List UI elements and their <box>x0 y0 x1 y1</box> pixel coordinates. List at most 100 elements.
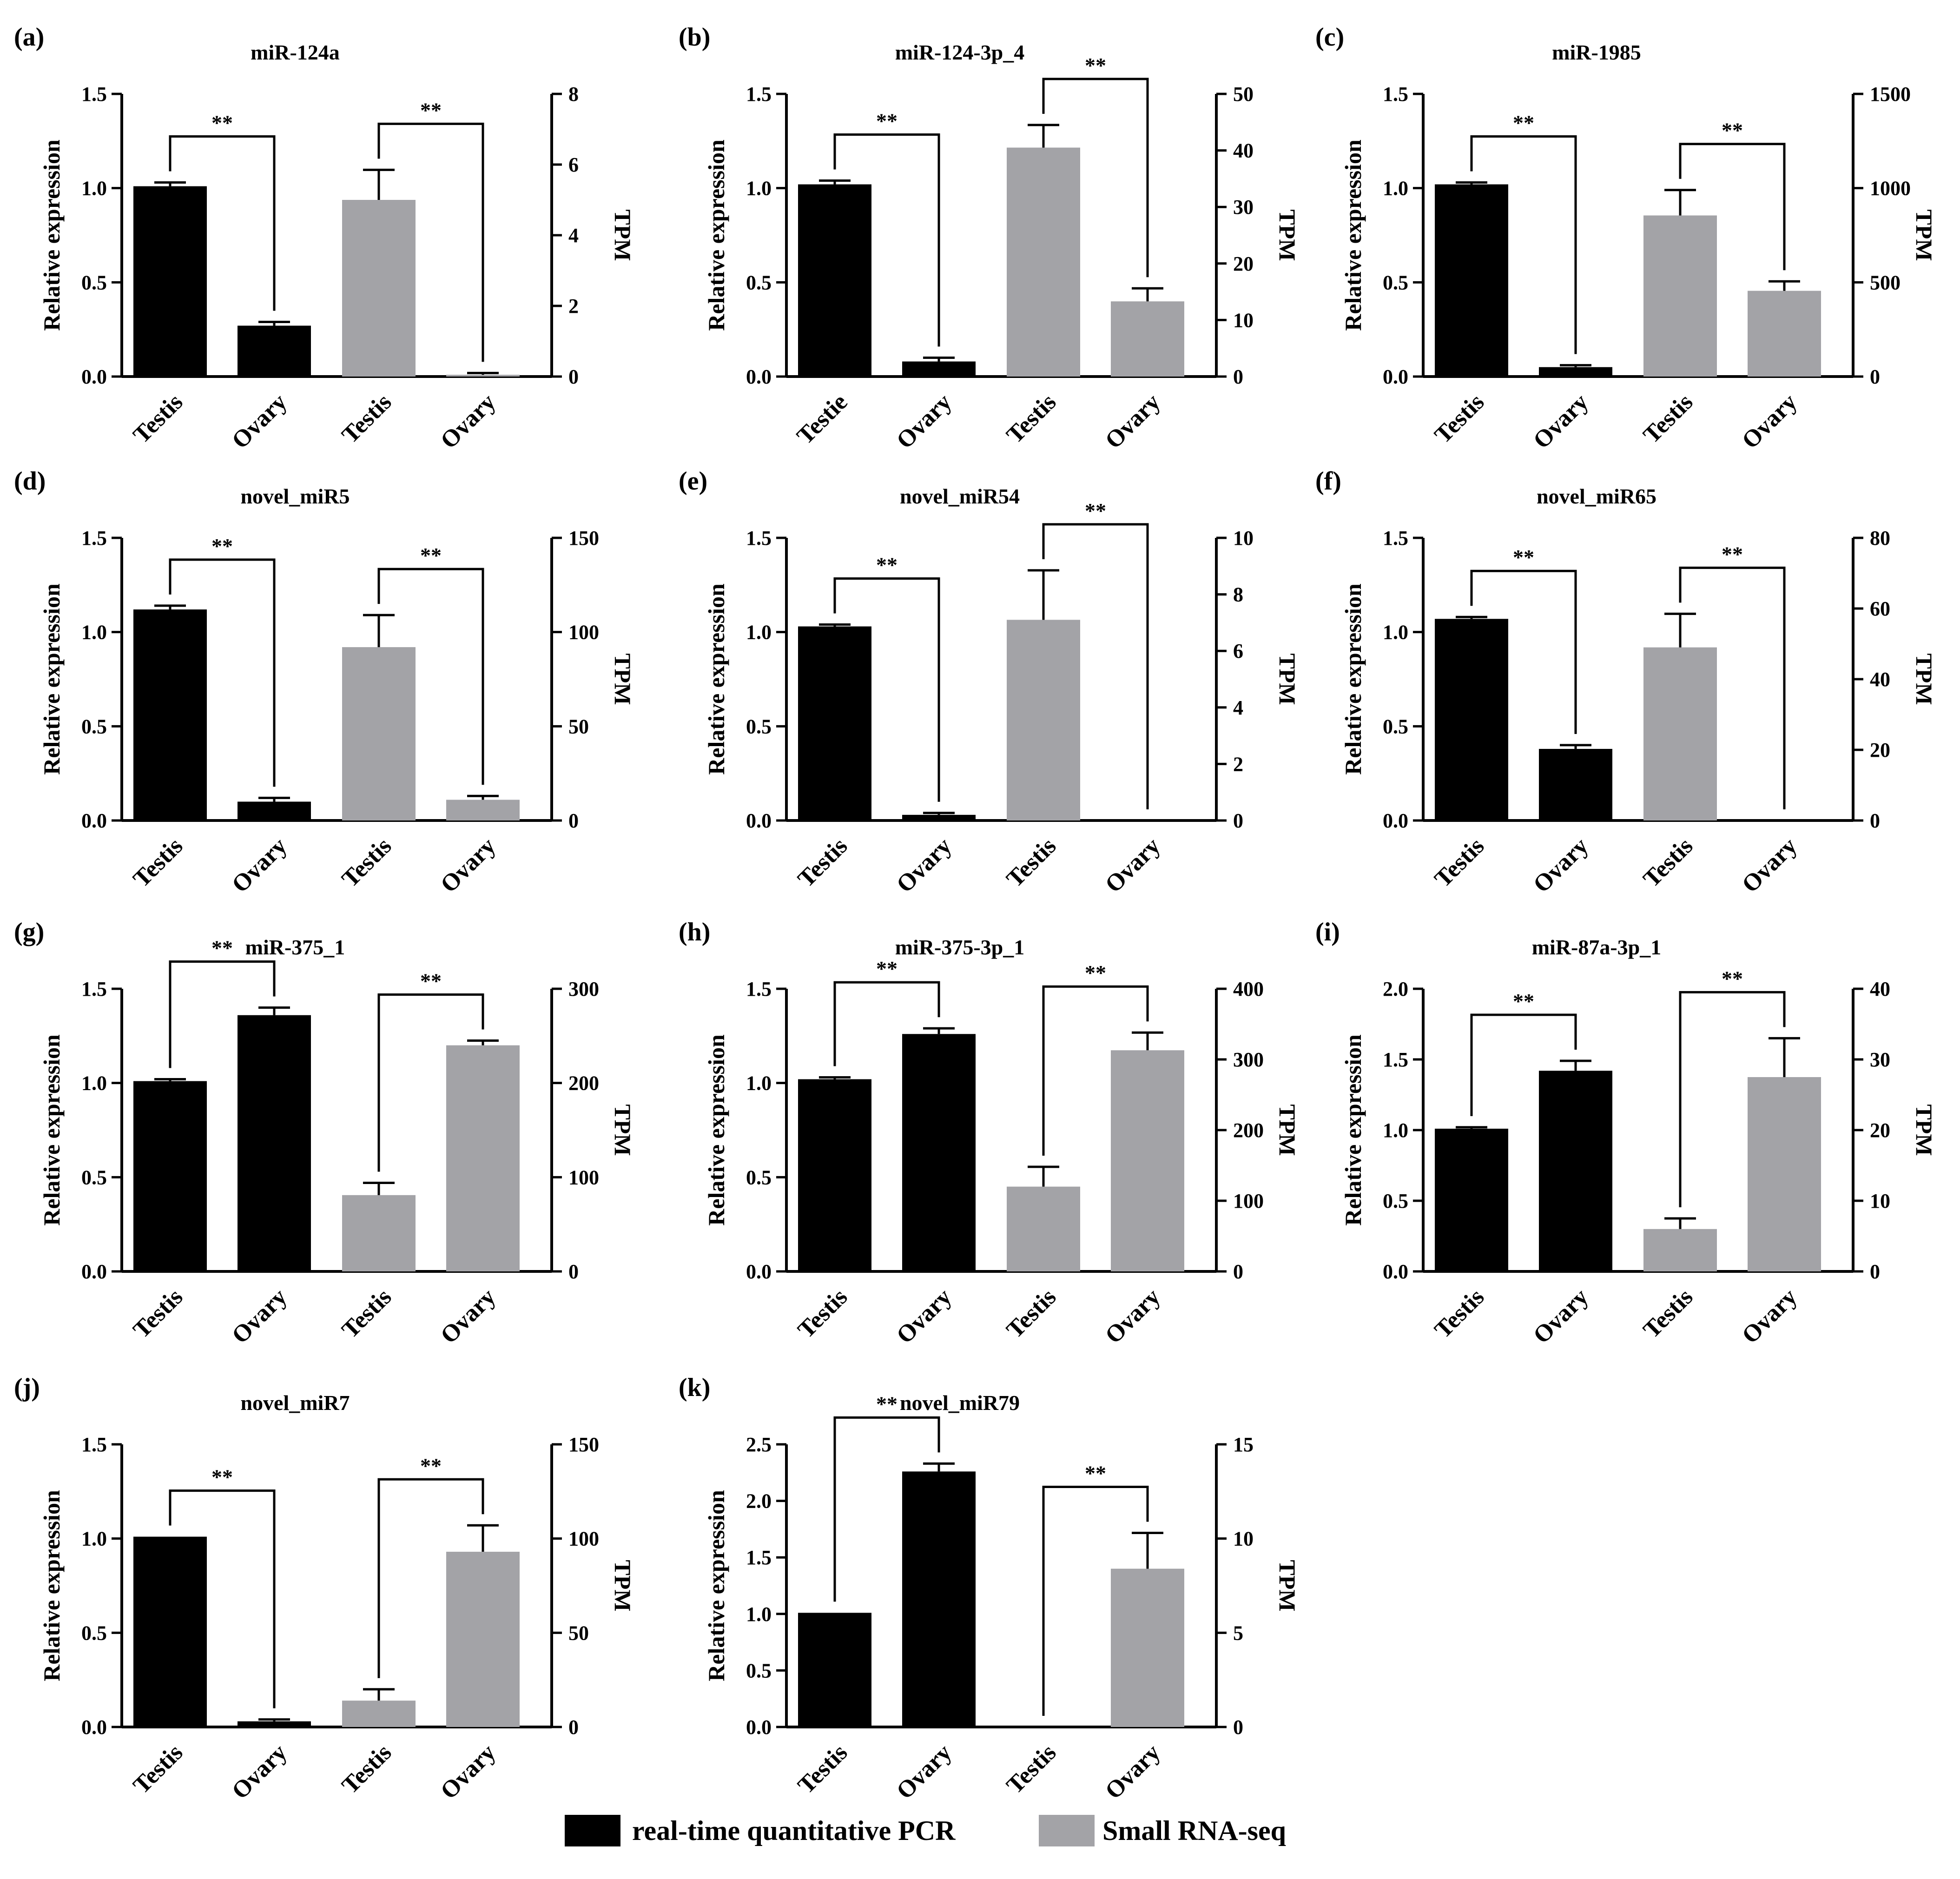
chart-title: novel_miR54 <box>900 484 1020 508</box>
y2-tick-label: 500 <box>1870 271 1901 294</box>
significance-bracket <box>377 993 484 1172</box>
bar-qpcr <box>902 1471 976 1727</box>
significance-label: ** <box>876 957 898 980</box>
y-tick-label: 0.0 <box>81 809 107 832</box>
y-tick-label: 1.5 <box>746 83 772 106</box>
y-tick-label: 0.0 <box>746 1716 772 1739</box>
category-label: Ovary <box>1100 389 1165 454</box>
category-label: Ovary <box>1528 833 1593 898</box>
significance-bracket <box>1470 135 1577 354</box>
y2-axis-label: TPM <box>1911 653 1937 705</box>
y2-tick-label: 30 <box>1870 1048 1890 1071</box>
category-label: Ovary <box>891 1284 957 1349</box>
y2-tick-label: 0 <box>568 365 579 388</box>
category-label: Ovary <box>227 389 292 454</box>
y-tick-label: 1.5 <box>746 978 772 1000</box>
y2-tick-label: 10 <box>1233 1528 1254 1550</box>
y2-tick-label: 10 <box>1233 527 1254 549</box>
significance-label: ** <box>420 1454 442 1477</box>
chart-panel: (d) novel_miR5 0.0 0.5 1.0 1.5 0 50 100 150 Relati… <box>14 467 636 898</box>
y-axis-label: Relative expression <box>39 1034 65 1226</box>
y-axis-label: Relative expression <box>39 139 65 331</box>
y2-tick-label: 2 <box>1233 753 1243 775</box>
chart-panel: (c) miR-1985 0.0 0.5 1.0 1.5 0 500 1000 1500 Relat… <box>1315 23 1937 454</box>
y-tick-label: 0.0 <box>81 1260 107 1283</box>
panel-label: (h) <box>679 918 710 946</box>
panel-label: (c) <box>1315 23 1344 52</box>
y-axis-label: Relative expression <box>39 1490 65 1681</box>
significance-label: ** <box>876 109 898 132</box>
chart-panel: (a) miR-124a 0.0 0.5 1.0 1.5 0 2 4 6 8 Relative exp… <box>14 23 636 454</box>
category-label: Testis <box>337 833 397 893</box>
chart-panel: (j) novel_miR7 0.0 0.5 1.0 1.5 0 50 100 150 Relati… <box>14 1373 636 1805</box>
bar-qpcr <box>1435 184 1508 377</box>
bar-qpcr <box>238 1721 311 1727</box>
chart-panels: (a) miR-124a 0.0 0.5 1.0 1.5 0 2 4 6 8 Relative exp… <box>14 23 1937 1805</box>
y-tick-label: 1.5 <box>1383 1048 1408 1071</box>
category-label: Ovary <box>1737 389 1802 454</box>
category-label: Ovary <box>1737 1284 1802 1349</box>
y-tick-label: 0.5 <box>746 271 772 294</box>
y-tick-label: 1.0 <box>746 621 772 644</box>
bar-rnaseq <box>1643 215 1717 377</box>
y-tick-label: 2.0 <box>1383 978 1408 1000</box>
y-tick-label: 1.5 <box>81 978 107 1000</box>
bar-qpcr <box>902 361 976 377</box>
chart-panel: (h) miR-375-3p_1 0.0 0.5 1.0 1.5 0 100 200 300 400… <box>679 918 1300 1349</box>
category-label: Ovary <box>1100 833 1165 898</box>
y2-tick-label: 0 <box>568 1716 579 1739</box>
category-label: Ovary <box>436 389 501 454</box>
bar-qpcr <box>902 814 976 820</box>
y2-axis-label: TPM <box>1274 653 1300 705</box>
panel-label: (a) <box>14 23 44 52</box>
significance-label: ** <box>420 98 442 122</box>
y-tick-label: 1.5 <box>1383 83 1408 106</box>
y2-tick-label: 15 <box>1233 1433 1254 1456</box>
category-label: Ovary <box>1528 1284 1593 1349</box>
significance-bracket <box>1679 991 1786 1207</box>
bar-qpcr <box>1539 1071 1612 1271</box>
bar-rnaseq <box>446 800 520 820</box>
chart-title: novel_miR79 <box>900 1391 1020 1415</box>
significance-label: ** <box>211 111 233 135</box>
significance-label: ** <box>1513 989 1534 1013</box>
y2-tick-label: 40 <box>1870 668 1890 691</box>
category-label: Testis <box>1430 389 1490 449</box>
bar-qpcr <box>1435 1128 1508 1271</box>
bar-qpcr <box>902 1034 976 1271</box>
y-tick-label: 0.5 <box>1383 715 1408 738</box>
bar-qpcr <box>133 1081 207 1271</box>
y2-tick-label: 0 <box>568 1260 579 1283</box>
y-tick-label: 0.0 <box>1383 1260 1408 1283</box>
significance-label: ** <box>1085 53 1106 77</box>
y2-axis-label: TPM <box>1274 1104 1300 1156</box>
y2-tick-label: 30 <box>1233 196 1254 218</box>
chart-title: novel_miR65 <box>1537 484 1656 508</box>
bar-rnaseq <box>446 1045 520 1271</box>
y-tick-label: 0.0 <box>81 1716 107 1739</box>
y2-tick-label: 0 <box>1870 1260 1880 1283</box>
y2-tick-label: 6 <box>568 153 579 176</box>
y-tick-label: 1.0 <box>746 177 772 200</box>
category-label: Testis <box>337 389 397 449</box>
significance-label: ** <box>876 553 898 576</box>
bar-rnaseq <box>1111 1050 1184 1271</box>
bar-rnaseq <box>1007 147 1080 377</box>
significance-label: ** <box>1722 966 1743 990</box>
y2-tick-label: 0 <box>1233 1260 1243 1283</box>
y-tick-label: 1.0 <box>746 1072 772 1095</box>
y2-tick-label: 6 <box>1233 640 1243 662</box>
category-label: Ovary <box>1737 833 1802 898</box>
category-label: Testis <box>128 1739 188 1799</box>
y2-axis-label: TPM <box>610 1560 636 1611</box>
category-label: Ovary <box>227 833 292 898</box>
bar-rnaseq <box>342 200 416 377</box>
significance-bracket <box>833 981 940 1066</box>
significance-bracket <box>833 577 940 802</box>
category-label: Ovary <box>891 833 957 898</box>
bar-qpcr <box>798 626 871 820</box>
y2-tick-label: 400 <box>1233 978 1264 1000</box>
bar-rnaseq <box>342 1195 416 1271</box>
y2-tick-label: 0 <box>1233 1716 1243 1739</box>
y2-tick-label: 5 <box>1233 1621 1243 1644</box>
